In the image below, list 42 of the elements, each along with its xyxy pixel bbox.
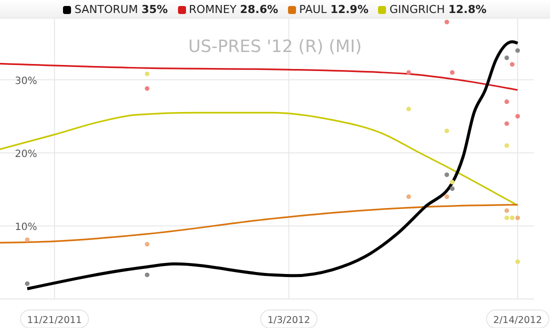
point	[515, 216, 520, 220]
y-tick-label: 30%	[14, 76, 38, 87]
point	[406, 194, 411, 199]
legend-label: SANTORUM 35%	[74, 3, 168, 16]
point	[444, 128, 450, 134]
point	[24, 281, 30, 286]
point	[144, 86, 150, 91]
point	[450, 186, 455, 191]
y-tick-label: 10%	[14, 222, 38, 233]
point	[504, 99, 510, 104]
point	[450, 70, 455, 75]
y-tick-label: 20%	[14, 148, 38, 160]
point	[444, 20, 450, 24]
line-series	[0, 204, 518, 244]
legend-label: ROMNEY 28.6%	[188, 3, 278, 16]
x-tick-label: 2/14/2012	[493, 315, 542, 326]
point	[444, 194, 450, 199]
point	[515, 259, 520, 264]
point	[504, 143, 510, 148]
line-series	[0, 112, 518, 206]
point	[144, 242, 150, 246]
point	[504, 56, 510, 60]
point	[515, 114, 520, 119]
point	[144, 72, 150, 76]
point	[24, 238, 30, 242]
point	[144, 272, 150, 278]
legend-label: PAUL 12.9%	[299, 3, 368, 16]
point	[444, 172, 450, 178]
line-series	[0, 62, 518, 91]
text: US-PRES '12 (R) (MI)	[188, 37, 362, 57]
point	[504, 208, 510, 213]
point	[510, 216, 515, 220]
x-tick-label: 11/21/2011	[27, 315, 82, 326]
point	[504, 216, 510, 220]
legend-label: GINGRICH 12.8%	[389, 3, 487, 16]
x-tick-label: 1/3/2012	[267, 315, 310, 326]
point	[504, 121, 510, 126]
point	[510, 62, 515, 67]
point	[450, 180, 455, 184]
point	[515, 48, 520, 53]
point	[406, 106, 411, 112]
point	[406, 70, 411, 75]
